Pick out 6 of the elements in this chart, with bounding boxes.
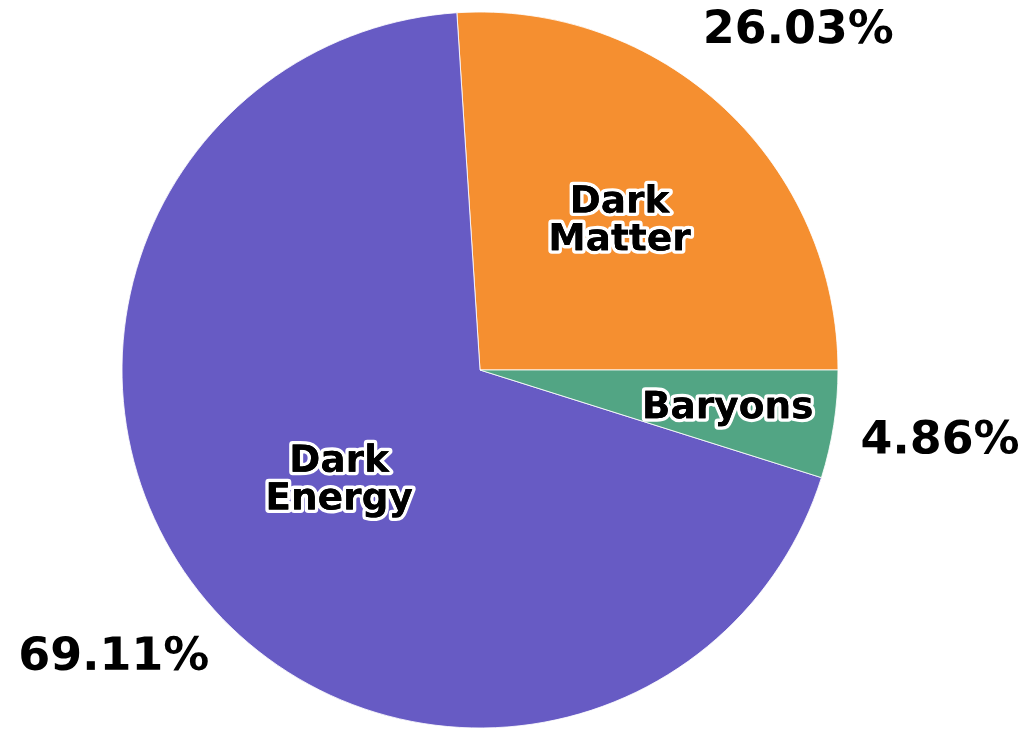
slice-label: Dark Matter <box>551 184 691 251</box>
data-label: 4.86% <box>862 419 1019 455</box>
slice-label: Dark Energy <box>268 443 413 518</box>
data-label: 69.11% <box>21 635 208 671</box>
slice-label: Baryons <box>645 390 812 427</box>
data-label: 26.03% <box>706 9 893 44</box>
